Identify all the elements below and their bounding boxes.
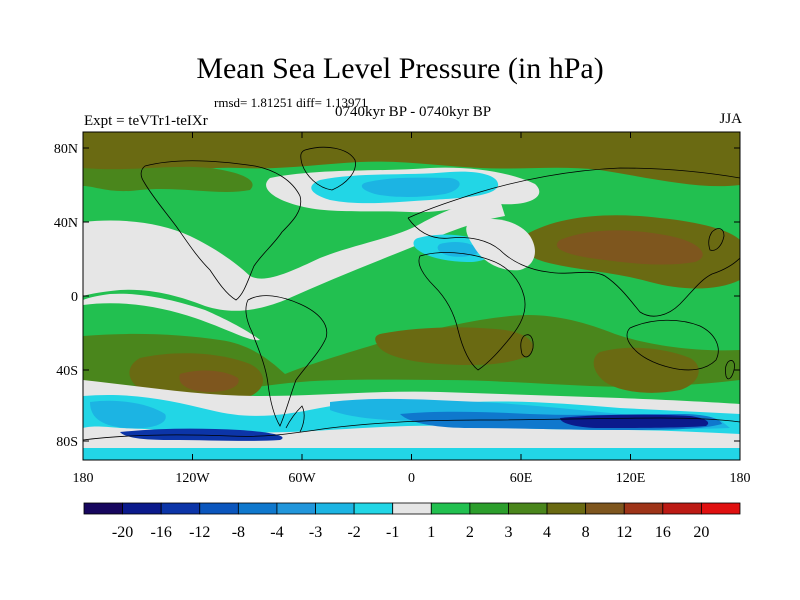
coastline-new-zealand — [725, 360, 735, 380]
colorbar-box — [83, 502, 123, 515]
colorbar-box — [237, 502, 278, 515]
colorbar-label: -8 — [232, 524, 245, 541]
lat-tick-label: 40N — [54, 216, 78, 231]
colorbar-label: 2 — [466, 524, 474, 541]
colorbar-box — [315, 502, 355, 515]
field-antarctic-coast-low-center — [560, 414, 709, 428]
colorbar-label: -16 — [151, 524, 172, 541]
lat-tick-label: 0 — [71, 290, 78, 305]
field-subpolar-low-center — [361, 177, 460, 197]
colorbar-label: 20 — [693, 524, 709, 541]
colorbar-box — [276, 502, 316, 515]
lon-tick-label: 120W — [175, 471, 210, 486]
field-southern-high-pacific-core — [179, 370, 239, 392]
colorbar-box — [662, 502, 702, 515]
field-west-pacific-low — [83, 248, 123, 282]
field-arctic-high-core — [83, 166, 253, 192]
colorbar-box — [508, 502, 548, 515]
colorbar-label: -2 — [347, 524, 360, 541]
field-tropical-low — [83, 293, 260, 341]
lat-tick-label: 40S — [56, 364, 78, 379]
chart-title: Mean Sea Level Pressure (in hPa) — [196, 52, 604, 85]
lat-tick-label: 80S — [56, 435, 78, 450]
lon-tick-label: 180 — [73, 471, 94, 486]
lon-tick-label: 0 — [408, 471, 415, 486]
field-southern-high-atlantic — [375, 327, 534, 366]
coastline-africa — [418, 252, 526, 371]
colorbar-label: -1 — [386, 524, 399, 541]
coastline-antarctica — [83, 417, 740, 441]
map-axes: 80N 40N 0 40S 80S 180 120W 60W 0 60E 120E 180 — [54, 132, 751, 486]
field-southern-high-indian — [593, 347, 699, 393]
colorbar-label: 12 — [616, 524, 632, 541]
field-asia-high-core — [556, 230, 703, 265]
colorbar-label: 3 — [504, 524, 512, 541]
field-north-atlantic-low — [83, 200, 505, 311]
period-label: 0740kyr BP - 0740kyr BP — [334, 104, 492, 120]
field-amundsen-low — [90, 400, 166, 429]
colorbar-label: 1 — [427, 524, 435, 541]
coastline-eurasia — [407, 167, 740, 317]
field-europe-low-core — [437, 242, 480, 257]
colorbar-box — [122, 502, 162, 515]
coastline-greenland — [300, 146, 356, 191]
colorbar-box — [392, 502, 432, 515]
lon-tick-label: 60E — [510, 471, 533, 486]
coastline-madagascar — [520, 334, 534, 358]
lat-tick-label: 80N — [54, 142, 78, 157]
coastline-antarctic-peninsula — [285, 405, 305, 433]
colorbar-label: 16 — [655, 524, 671, 541]
colorbar-label: -3 — [309, 524, 322, 541]
colorbar-label: -20 — [112, 524, 133, 541]
pressure-field — [83, 132, 740, 460]
field-africa-low — [466, 218, 535, 271]
lon-tick-label: 180 — [730, 471, 751, 486]
colorbar-box — [160, 502, 201, 515]
field-arctic-high — [83, 132, 740, 187]
coastline-australia — [626, 319, 719, 371]
colorbar-label: 4 — [543, 524, 551, 541]
season-label: JJA — [719, 111, 742, 127]
stats-line: rmsd= 1.81251 diff= 1.13971 — [214, 95, 368, 110]
colorbar-box — [623, 502, 664, 515]
colorbar-box — [430, 502, 471, 515]
colorbar-label: -12 — [189, 524, 210, 541]
colorbar-label: 8 — [582, 524, 590, 541]
colorbar-box — [585, 502, 625, 515]
coastline-north-america — [140, 160, 302, 301]
experiment-label: Expt = teVTr1-teIXr — [84, 113, 208, 129]
lon-tick-label: 120E — [616, 471, 646, 486]
colorbar-box — [469, 502, 509, 515]
colorbar-box — [701, 502, 741, 515]
colorbar-box — [199, 502, 239, 515]
colorbar-label: -4 — [270, 524, 283, 541]
coastline-south-america — [245, 295, 328, 427]
lon-tick-label: 60W — [288, 471, 316, 486]
colorbar-box — [353, 502, 394, 515]
colorbar-box — [546, 502, 587, 515]
coastlines — [83, 146, 740, 441]
colorbar: -20 -16 -12 -8 -4 -3 -2 -1 1 2 3 4 8 12 16 20 — [83, 502, 741, 541]
coastline-japan — [708, 228, 725, 251]
